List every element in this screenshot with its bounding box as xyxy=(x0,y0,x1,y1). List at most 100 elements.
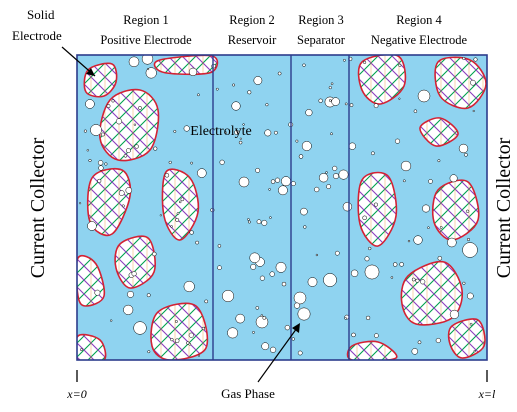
gas-bubble xyxy=(422,204,430,213)
gas-bubble xyxy=(134,144,139,149)
region-2-subtitle: Reservoir xyxy=(228,33,277,47)
gas-bubble xyxy=(427,226,430,229)
gas-bubble xyxy=(462,281,466,285)
gas-bubble xyxy=(293,302,301,309)
gas-bubble xyxy=(473,57,478,62)
gas-bubble xyxy=(183,125,190,132)
gas-bubble xyxy=(111,99,115,103)
gas-bubble xyxy=(204,299,209,304)
gas-bubble xyxy=(275,262,287,273)
solid-particle xyxy=(419,117,459,147)
gas-bubble xyxy=(115,118,123,125)
gas-bubble xyxy=(234,129,240,135)
gas-bubble xyxy=(215,87,219,91)
region-2-title: Region 2 xyxy=(229,13,274,27)
gas-bubble xyxy=(201,326,206,331)
gas-bubble xyxy=(464,152,468,157)
gas-bubble xyxy=(400,160,412,172)
gas-bubble xyxy=(291,337,295,341)
gas-bubble xyxy=(307,277,318,287)
gas-bubble xyxy=(180,197,185,202)
gas-bubble xyxy=(449,309,459,319)
gas-bubble xyxy=(261,219,268,226)
gas-bubble xyxy=(328,86,332,90)
gas-bubble xyxy=(447,237,457,248)
gas-bubble xyxy=(247,90,252,95)
gas-bubble xyxy=(298,154,304,159)
solid-particle xyxy=(346,340,398,360)
gas-bubble xyxy=(232,83,236,87)
gas-bubble xyxy=(462,56,466,61)
region-4-subtitle: Negative Electrode xyxy=(371,33,468,47)
gas-bubble xyxy=(462,242,478,258)
gas-bubble xyxy=(350,269,359,277)
gas-bubble xyxy=(94,289,101,296)
gas-bubble xyxy=(238,176,250,188)
gas-bubble xyxy=(174,320,178,323)
gas-bubble xyxy=(373,202,378,207)
gas-bubble xyxy=(315,253,319,257)
gas-bubble xyxy=(437,159,441,163)
gas-bubble xyxy=(145,67,157,79)
gas-bubble xyxy=(417,89,431,103)
gas-bubble xyxy=(252,331,255,334)
gas-bubble xyxy=(217,244,222,248)
gas-bubble xyxy=(250,263,257,270)
region-3-subtitle: Separator xyxy=(297,33,346,47)
gas-bubble xyxy=(235,313,245,324)
gas-bubble xyxy=(458,143,469,154)
gas-bubble xyxy=(247,220,251,224)
gas-bubble xyxy=(183,280,195,293)
gas-bubble xyxy=(318,173,329,183)
gas-bubble xyxy=(297,307,311,321)
gas-bubble xyxy=(255,315,269,329)
gas-bubble xyxy=(351,332,356,338)
gas-bubble xyxy=(398,63,402,67)
gas-bubble xyxy=(293,291,307,305)
gas-bubble xyxy=(364,264,380,280)
gas-bubble xyxy=(435,337,441,344)
gas-bubble xyxy=(127,290,134,298)
gas-bubble xyxy=(133,321,147,335)
gas-bubble xyxy=(394,138,401,144)
gas-bubble xyxy=(188,67,198,77)
gas-bubble xyxy=(392,262,398,267)
gas-bubble xyxy=(88,158,92,163)
gas-bubble xyxy=(83,129,87,133)
gas-bubble xyxy=(147,68,150,71)
gas-bubble xyxy=(290,181,296,187)
gas-bubble xyxy=(278,185,288,196)
gas-bubble xyxy=(125,187,133,194)
gas-bubble xyxy=(326,184,332,190)
gas-bubble xyxy=(227,327,239,339)
gas-bubble xyxy=(411,348,419,355)
gas-bubble xyxy=(221,289,235,303)
gas-phase-arrowhead xyxy=(292,323,300,333)
gas-bubble xyxy=(261,342,270,351)
solid-particle xyxy=(114,235,156,289)
gas-bubble xyxy=(188,332,194,338)
gas-bubble xyxy=(368,246,372,251)
solid-particle xyxy=(86,167,132,237)
gas-bubble xyxy=(80,348,83,352)
gas-bubble xyxy=(281,176,291,187)
gas-bubble xyxy=(277,71,282,76)
gas-bubble xyxy=(472,109,475,113)
gas-bubble xyxy=(125,148,131,154)
gas-bubble xyxy=(411,277,416,282)
gas-bubble xyxy=(255,306,260,310)
gas-bubble xyxy=(318,98,323,103)
gas-bubble xyxy=(123,154,128,158)
gas-bubble xyxy=(189,230,194,235)
gas-bubble xyxy=(371,151,375,156)
gas-bubble xyxy=(98,165,104,171)
gas-bubble xyxy=(407,239,411,243)
gas-bubble xyxy=(325,171,328,174)
gas-bubble xyxy=(249,252,260,264)
gas-bubble xyxy=(268,188,271,191)
solid-electrode-label-line1: Solid xyxy=(27,7,55,22)
gas-bubble xyxy=(466,237,471,242)
gas-bubble xyxy=(85,99,95,109)
gas-bubble xyxy=(131,271,137,277)
gas-bubble xyxy=(146,293,151,298)
